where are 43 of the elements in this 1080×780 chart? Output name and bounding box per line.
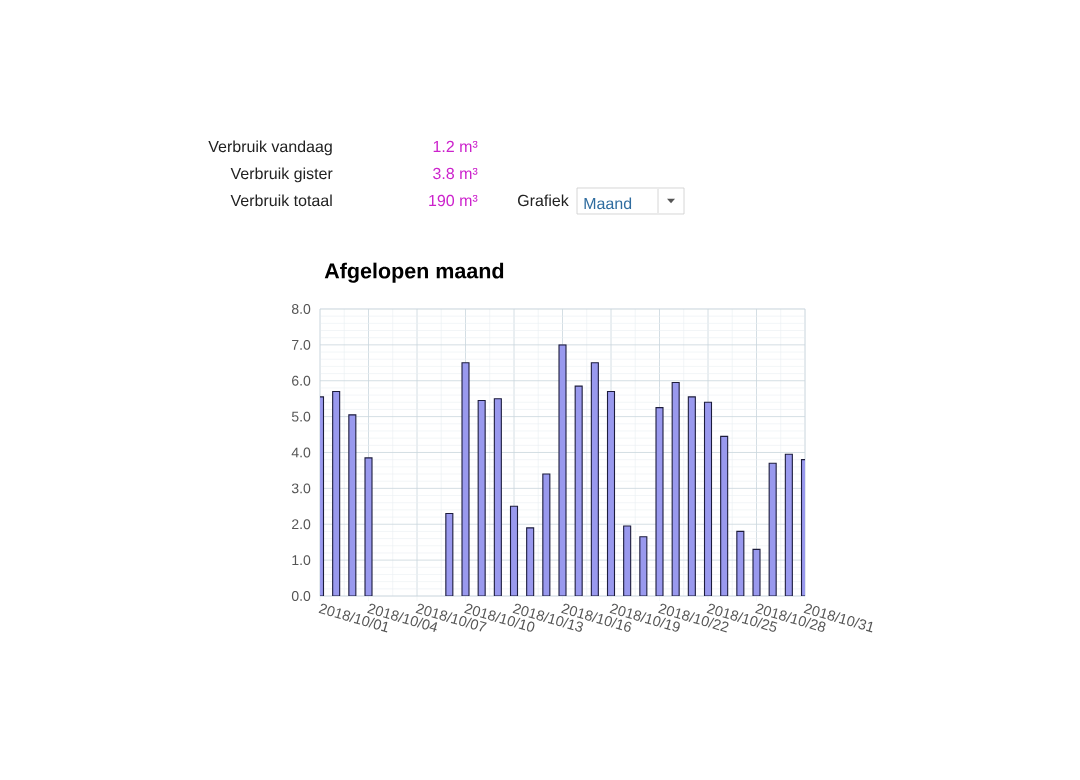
text: Maand xyxy=(584,197,632,210)
bar xyxy=(364,457,373,596)
bar xyxy=(477,399,486,596)
bar xyxy=(687,396,696,596)
bar xyxy=(703,401,713,596)
bar xyxy=(623,525,632,596)
y-tick-label: 5.0 xyxy=(291,411,311,422)
y-tick-label: 6.0 xyxy=(292,375,311,386)
text: Verbruik vandaag xyxy=(208,140,332,156)
text: 190 m³ xyxy=(429,194,478,207)
y-tick-label: 4.0 xyxy=(291,447,311,458)
bar xyxy=(768,462,777,596)
bar xyxy=(509,505,519,596)
bar xyxy=(639,536,648,596)
y-tick-label: 3.0 xyxy=(291,483,311,494)
y-tick-label: 1.0 xyxy=(292,555,311,566)
chart-title: Afgelopen maand xyxy=(324,262,504,283)
bar xyxy=(461,362,470,596)
bar xyxy=(606,390,616,596)
bar xyxy=(736,530,745,596)
text: 1.2 m³ xyxy=(433,140,478,152)
y-tick-label: 7.0 xyxy=(292,339,311,350)
bar xyxy=(671,381,680,596)
bar xyxy=(752,548,761,596)
bar xyxy=(445,512,454,596)
bar xyxy=(348,414,357,596)
y-tick-label: 2.0 xyxy=(292,519,311,530)
text: Grafiek xyxy=(518,194,569,207)
bar xyxy=(720,435,729,596)
bar xyxy=(526,527,535,596)
text: 3.8 m³ xyxy=(433,167,478,180)
bar xyxy=(558,344,567,596)
bar xyxy=(784,453,793,596)
bar xyxy=(655,407,664,596)
bar xyxy=(574,385,583,596)
y-tick-label: 0.0 xyxy=(291,591,311,601)
y-tick-label: 8.0 xyxy=(291,304,311,314)
bar xyxy=(332,390,341,596)
bar xyxy=(590,362,599,596)
bar xyxy=(542,473,551,596)
text: Verbruik totaal xyxy=(230,194,332,207)
bar xyxy=(493,398,502,596)
text: Verbruik gister xyxy=(230,167,333,183)
